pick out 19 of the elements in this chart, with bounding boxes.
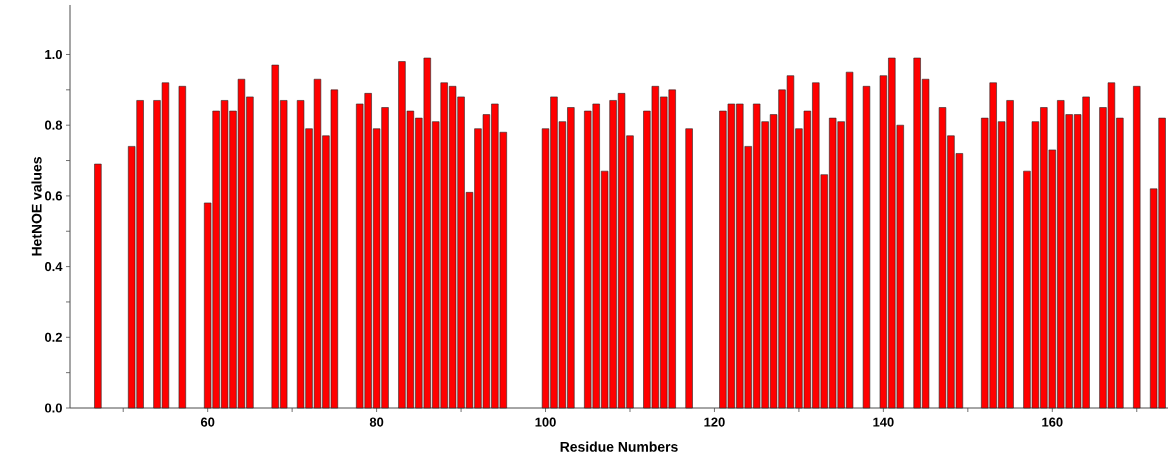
y-tick-label: 0.4: [44, 262, 63, 272]
y-tick-label: 0.8: [44, 120, 63, 130]
x-tick-label: 60: [200, 417, 215, 427]
x-tick-label: 160: [1042, 417, 1063, 427]
bar: [178, 86, 187, 409]
bar: [862, 86, 871, 409]
y-tick-label: 1.0: [45, 49, 62, 60]
y-tick-label: 0.2: [44, 332, 62, 342]
y-tick-label: 0.0: [44, 403, 62, 413]
x-tick-label: 100: [535, 417, 556, 427]
x-tick-label: 140: [873, 417, 894, 427]
bar: [94, 163, 102, 409]
y-tick-label: 0.6: [44, 191, 63, 201]
bar: [1133, 86, 1141, 409]
x-tick-label: 120: [704, 417, 725, 427]
bar: [685, 128, 693, 409]
y-axis-title: HetNOE values: [31, 157, 42, 256]
x-tick-label: 80: [369, 417, 384, 427]
x-axis-title: Residue Numbers: [560, 441, 678, 452]
